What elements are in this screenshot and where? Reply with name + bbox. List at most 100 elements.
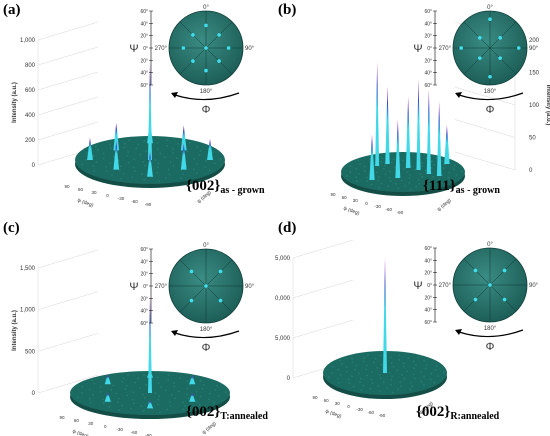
floor-tick-label: 60 — [324, 398, 330, 403]
surface-texture — [220, 158, 222, 160]
surface-texture — [208, 392, 211, 395]
surface-texture — [145, 150, 148, 153]
surface-texture — [167, 374, 170, 377]
surface-texture — [92, 155, 95, 158]
data-peak — [180, 125, 187, 151]
psi-tick-label: 40° — [140, 309, 148, 315]
data-peak — [147, 297, 153, 393]
z-tick-label: 1,500 — [20, 266, 36, 272]
phi-axis-label: Φ — [202, 104, 211, 116]
surface-texture — [102, 152, 105, 155]
surface-texture — [76, 396, 79, 399]
surface-texture — [345, 370, 348, 373]
floor-tick-label: -30 — [356, 407, 363, 412]
surface-texture — [390, 378, 393, 381]
pole-point — [478, 56, 482, 60]
pole-label-bottom: 180° — [484, 326, 497, 332]
surface-texture — [88, 397, 91, 400]
surface-texture — [380, 377, 382, 380]
z-tick-label: 15,000 — [275, 256, 291, 262]
psi-tick-label: 20° — [140, 296, 148, 302]
surface-texture — [121, 380, 124, 383]
surface-texture — [402, 362, 405, 365]
surface-texture — [166, 144, 169, 147]
pole-point — [217, 33, 221, 37]
plane-label-b: {111}as - grown — [423, 178, 500, 196]
data-peak — [180, 143, 187, 170]
surface-texture — [430, 372, 433, 375]
psi-tick-label: 20° — [140, 272, 148, 278]
surface-texture — [398, 354, 401, 357]
floor-tick-label: 30 — [88, 421, 94, 426]
surface-texture — [365, 368, 367, 371]
surface-texture — [391, 391, 394, 394]
surface-texture — [388, 372, 391, 374]
pole-point — [488, 17, 492, 22]
psi-tick-label: 40° — [140, 259, 148, 265]
surface-texture — [359, 377, 362, 380]
pole-label-right: 90° — [245, 46, 255, 52]
psi-axis-label: Ψ — [413, 43, 422, 55]
surface-texture — [176, 157, 178, 160]
z-tick-label: 100 — [529, 103, 540, 109]
psi-tick-label: 60° — [140, 83, 148, 89]
surface-texture — [414, 168, 417, 171]
surface-texture — [346, 174, 348, 177]
pole-label-top: 0° — [203, 243, 209, 249]
surface-texture — [355, 167, 358, 170]
psi-tick-label: 60° — [140, 9, 148, 15]
pole-point — [204, 68, 208, 73]
phi-arrow-head — [171, 92, 178, 98]
surface-texture — [389, 180, 392, 183]
surface-texture — [431, 166, 433, 169]
surface-texture — [379, 390, 382, 392]
surface-texture — [349, 171, 352, 173]
surface-texture — [337, 368, 340, 371]
z-tick-label: 600 — [25, 88, 36, 94]
z-tick-label: 400 — [25, 113, 36, 119]
pole-label-top: 0° — [487, 5, 493, 11]
surface-texture — [192, 168, 195, 171]
phi-axis-label: Φ — [486, 104, 495, 116]
surface-texture — [378, 186, 381, 189]
surface-texture — [125, 384, 128, 387]
pole-label-left: 270° — [155, 46, 168, 52]
surface-texture — [171, 394, 173, 396]
pole-point — [218, 298, 223, 303]
surface-texture — [380, 160, 383, 163]
surface-texture — [427, 179, 430, 182]
surface-texture — [359, 381, 361, 384]
surface-texture — [363, 170, 366, 172]
surface-texture — [215, 384, 218, 387]
surface-texture — [371, 371, 373, 374]
surface-texture — [119, 165, 122, 168]
surface-texture — [418, 182, 420, 185]
data-peak — [426, 89, 431, 174]
surface-texture — [189, 141, 191, 144]
surface-texture — [180, 169, 182, 172]
pole-figure-c — [168, 248, 244, 324]
grid-line — [37, 121, 99, 141]
grid-line — [37, 291, 99, 310]
surface-texture — [199, 150, 202, 153]
floor-tick-label: 0 — [347, 404, 350, 409]
plane-label-c: {002}T:annealed — [186, 404, 268, 422]
surface-texture — [338, 381, 340, 384]
surface-texture — [389, 170, 391, 173]
surface-texture — [408, 177, 411, 180]
phi-arrow-head — [455, 92, 462, 98]
surface-texture — [377, 385, 380, 387]
plane-index-a: {002} — [186, 178, 221, 194]
data-peak — [395, 119, 401, 178]
surface-texture — [372, 361, 375, 364]
pole-label-bottom: 180° — [200, 327, 213, 333]
axis-box-d — [292, 239, 354, 379]
plane-index-c: {002} — [186, 404, 221, 420]
surface-texture — [137, 143, 140, 146]
phi-rotation-arrow — [458, 92, 524, 101]
surface-texture — [142, 160, 145, 163]
phi-arrow-head — [171, 330, 178, 336]
floor-axis-label-psi: ψ (deg) — [71, 428, 89, 436]
